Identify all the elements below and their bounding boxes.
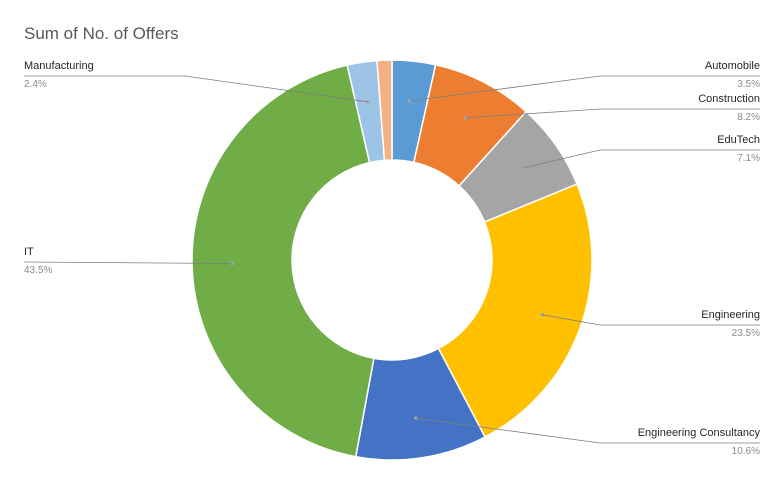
slice-it	[191, 64, 375, 458]
percent-construction: 8.2%	[737, 112, 760, 123]
label-engineering-consultancy: Engineering Consultancy	[638, 427, 761, 439]
leader-line-engineering	[542, 314, 760, 326]
label-it: IT	[24, 246, 34, 258]
label-edutech: EduTech	[717, 134, 760, 146]
percent-manufacturing: 2.4%	[24, 79, 47, 90]
leader-line-engineering-consultancy	[415, 417, 760, 444]
percent-engineering-consultancy: 10.6%	[732, 446, 760, 457]
leader-line-it	[23, 261, 233, 264]
percent-it: 43.5%	[24, 265, 52, 276]
leader-line-manufacturing	[24, 75, 369, 103]
label-automobile: Automobile	[705, 60, 760, 72]
label-engineering: Engineering	[701, 309, 760, 321]
label-construction: Construction	[698, 93, 760, 105]
leader-line-edutech	[522, 149, 760, 169]
chart-title: Sum of No. of Offers	[24, 24, 179, 43]
leader-line-construction	[465, 108, 760, 119]
slice-unlabeled	[376, 59, 393, 162]
percent-engineering: 23.5%	[732, 328, 760, 339]
leader-dot-manufacturing	[366, 100, 370, 104]
leader-line-automobile	[409, 75, 760, 102]
slice-engineering	[437, 183, 593, 439]
percent-automobile: 3.5%	[737, 79, 760, 90]
percent-edutech: 7.1%	[737, 153, 760, 164]
label-manufacturing: Manufacturing	[24, 60, 94, 72]
